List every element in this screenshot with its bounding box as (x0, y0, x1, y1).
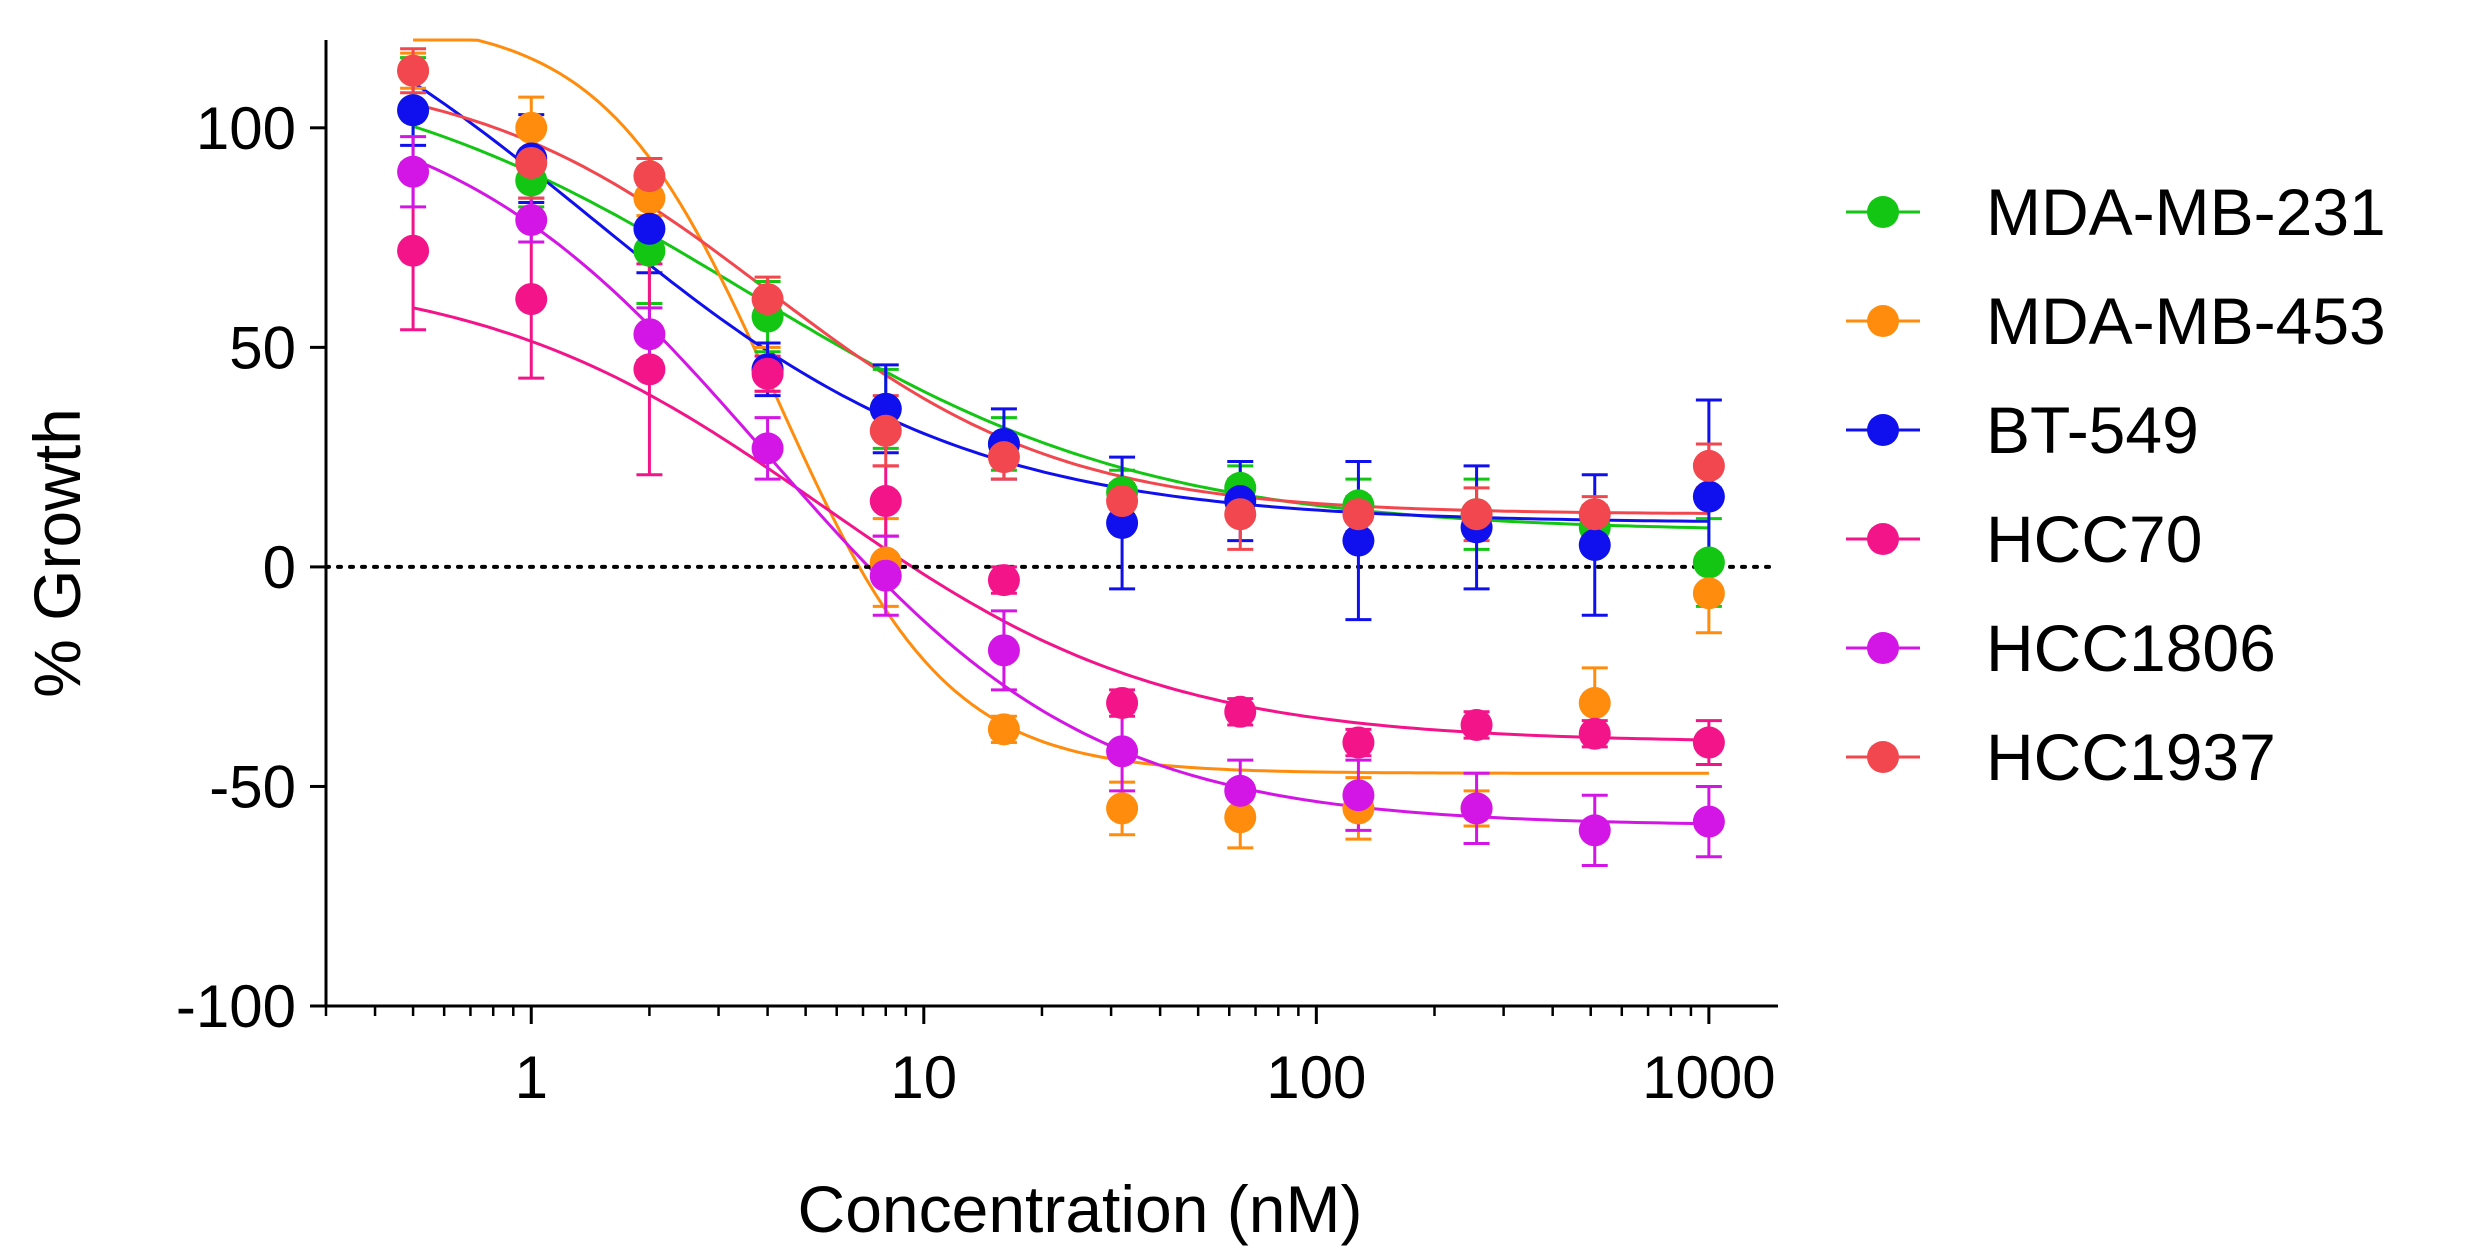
legend-label-mda-mb-453: MDA-MB-453 (1986, 284, 2386, 358)
data-point-hcc1937 (397, 54, 430, 87)
data-point-hcc1937 (515, 146, 548, 179)
legend-marker-hcc1937 (1867, 741, 1899, 773)
data-point-hcc1937 (1342, 498, 1375, 531)
x-tick-label: 1 (515, 1044, 548, 1111)
data-point-bt-549 (633, 212, 666, 245)
data-point-hcc1806 (1224, 774, 1257, 807)
data-point-mda-mb-453 (1692, 577, 1725, 610)
x-tick-label: 100 (1266, 1044, 1366, 1111)
axes: 100 50 0 -50 -100 1 10 100 1000 Concentration (nM… (20, 40, 1778, 1246)
legend-label-hcc1937: HCC1937 (1986, 720, 2276, 794)
data-point-mda-mb-453 (1578, 687, 1611, 720)
data-point-mda-mb-453 (1106, 792, 1139, 825)
data-point-hcc70 (1460, 708, 1493, 741)
legend-label-hcc70: HCC70 (1986, 502, 2202, 576)
y-axis-title: % Growth (20, 408, 94, 698)
data-point-hcc70 (869, 485, 902, 518)
fit-curve-hcc1806 (412, 157, 1709, 826)
fit-curve-hcc1937 (412, 102, 1709, 515)
data-point-hcc1937 (987, 441, 1020, 474)
data-point-bt-549 (869, 392, 902, 425)
data-point-hcc1937 (869, 414, 902, 447)
legend: MDA-MB-231 MDA-MB-453 BT-549 HCC70 HCC1806 HC… (1846, 175, 2386, 794)
data-point-mda-mb-453 (633, 182, 666, 215)
data-point-mda-mb-231 (1692, 546, 1725, 579)
legend-marker-mda-mb-453 (1867, 305, 1899, 337)
data-point-hcc70 (1106, 687, 1139, 720)
data-point-hcc1806 (515, 204, 548, 237)
data-point-hcc70 (1342, 726, 1375, 759)
legend-marker-mda-mb-231 (1867, 196, 1899, 228)
data-point-hcc1937 (1460, 498, 1493, 531)
legend-marker-bt-549 (1867, 414, 1899, 446)
x-tick-label: 1000 (1642, 1044, 1775, 1111)
data-point-hcc70 (751, 357, 784, 390)
data-point-hcc1806 (1692, 805, 1725, 838)
legend-label-hcc1806: HCC1806 (1986, 611, 2276, 685)
y-tick-label: -100 (176, 973, 296, 1040)
y-tick-label: -50 (209, 753, 296, 820)
y-tick-label: 100 (196, 95, 296, 162)
fit-curve-mda-mb-453 (413, 38, 1709, 775)
legend-label-mda-mb-231: MDA-MB-231 (1986, 175, 2386, 249)
fit-curves (412, 38, 1709, 826)
data-point-hcc70 (1692, 726, 1725, 759)
fit-curve-bt-549 (412, 81, 1709, 523)
legend-label-bt-549: BT-549 (1986, 393, 2199, 467)
data-point-hcc70 (1578, 717, 1611, 750)
fit-curve-hcc70 (412, 306, 1709, 742)
x-axis-title: Concentration (nM) (798, 1172, 1363, 1246)
legend-marker-hcc70 (1867, 523, 1899, 555)
data-points (397, 47, 1725, 867)
data-point-hcc1937 (751, 283, 784, 316)
data-point-bt-549 (1578, 528, 1611, 561)
data-point-hcc1937 (1578, 498, 1611, 531)
y-tick-label: 0 (263, 534, 296, 601)
data-point-hcc1806 (1578, 814, 1611, 847)
data-point-hcc1806 (1106, 735, 1139, 768)
data-point-hcc1937 (1106, 485, 1139, 518)
data-point-hcc1806 (987, 634, 1020, 667)
data-point-mda-mb-453 (1224, 801, 1257, 834)
data-point-hcc1806 (1460, 792, 1493, 825)
data-point-bt-549 (1106, 507, 1139, 539)
y-tick-label: 50 (229, 314, 296, 381)
data-point-hcc1937 (633, 160, 666, 193)
data-point-hcc1806 (633, 318, 666, 351)
data-point-hcc1806 (1342, 779, 1375, 812)
data-point-bt-549 (1692, 480, 1725, 513)
data-point-hcc1806 (751, 432, 784, 465)
data-point-mda-mb-231 (633, 234, 666, 267)
legend-marker-hcc1806 (1867, 632, 1899, 664)
data-point-hcc70 (515, 283, 548, 316)
data-point-hcc1937 (1692, 449, 1725, 482)
x-tick-label: 10 (890, 1044, 957, 1111)
data-point-hcc1806 (869, 559, 902, 592)
data-point-bt-549 (1342, 524, 1375, 557)
data-point-hcc70 (633, 353, 666, 386)
data-point-hcc70 (1224, 695, 1257, 728)
data-point-mda-mb-453 (515, 111, 548, 144)
data-point-hcc1937 (1224, 498, 1257, 531)
data-point-bt-549 (397, 94, 430, 127)
fit-curve-mda-mb-231 (412, 124, 1709, 530)
data-point-hcc1806 (397, 155, 430, 188)
data-point-mda-mb-453 (987, 713, 1020, 746)
data-point-hcc70 (987, 564, 1020, 597)
data-point-hcc70 (397, 234, 430, 267)
